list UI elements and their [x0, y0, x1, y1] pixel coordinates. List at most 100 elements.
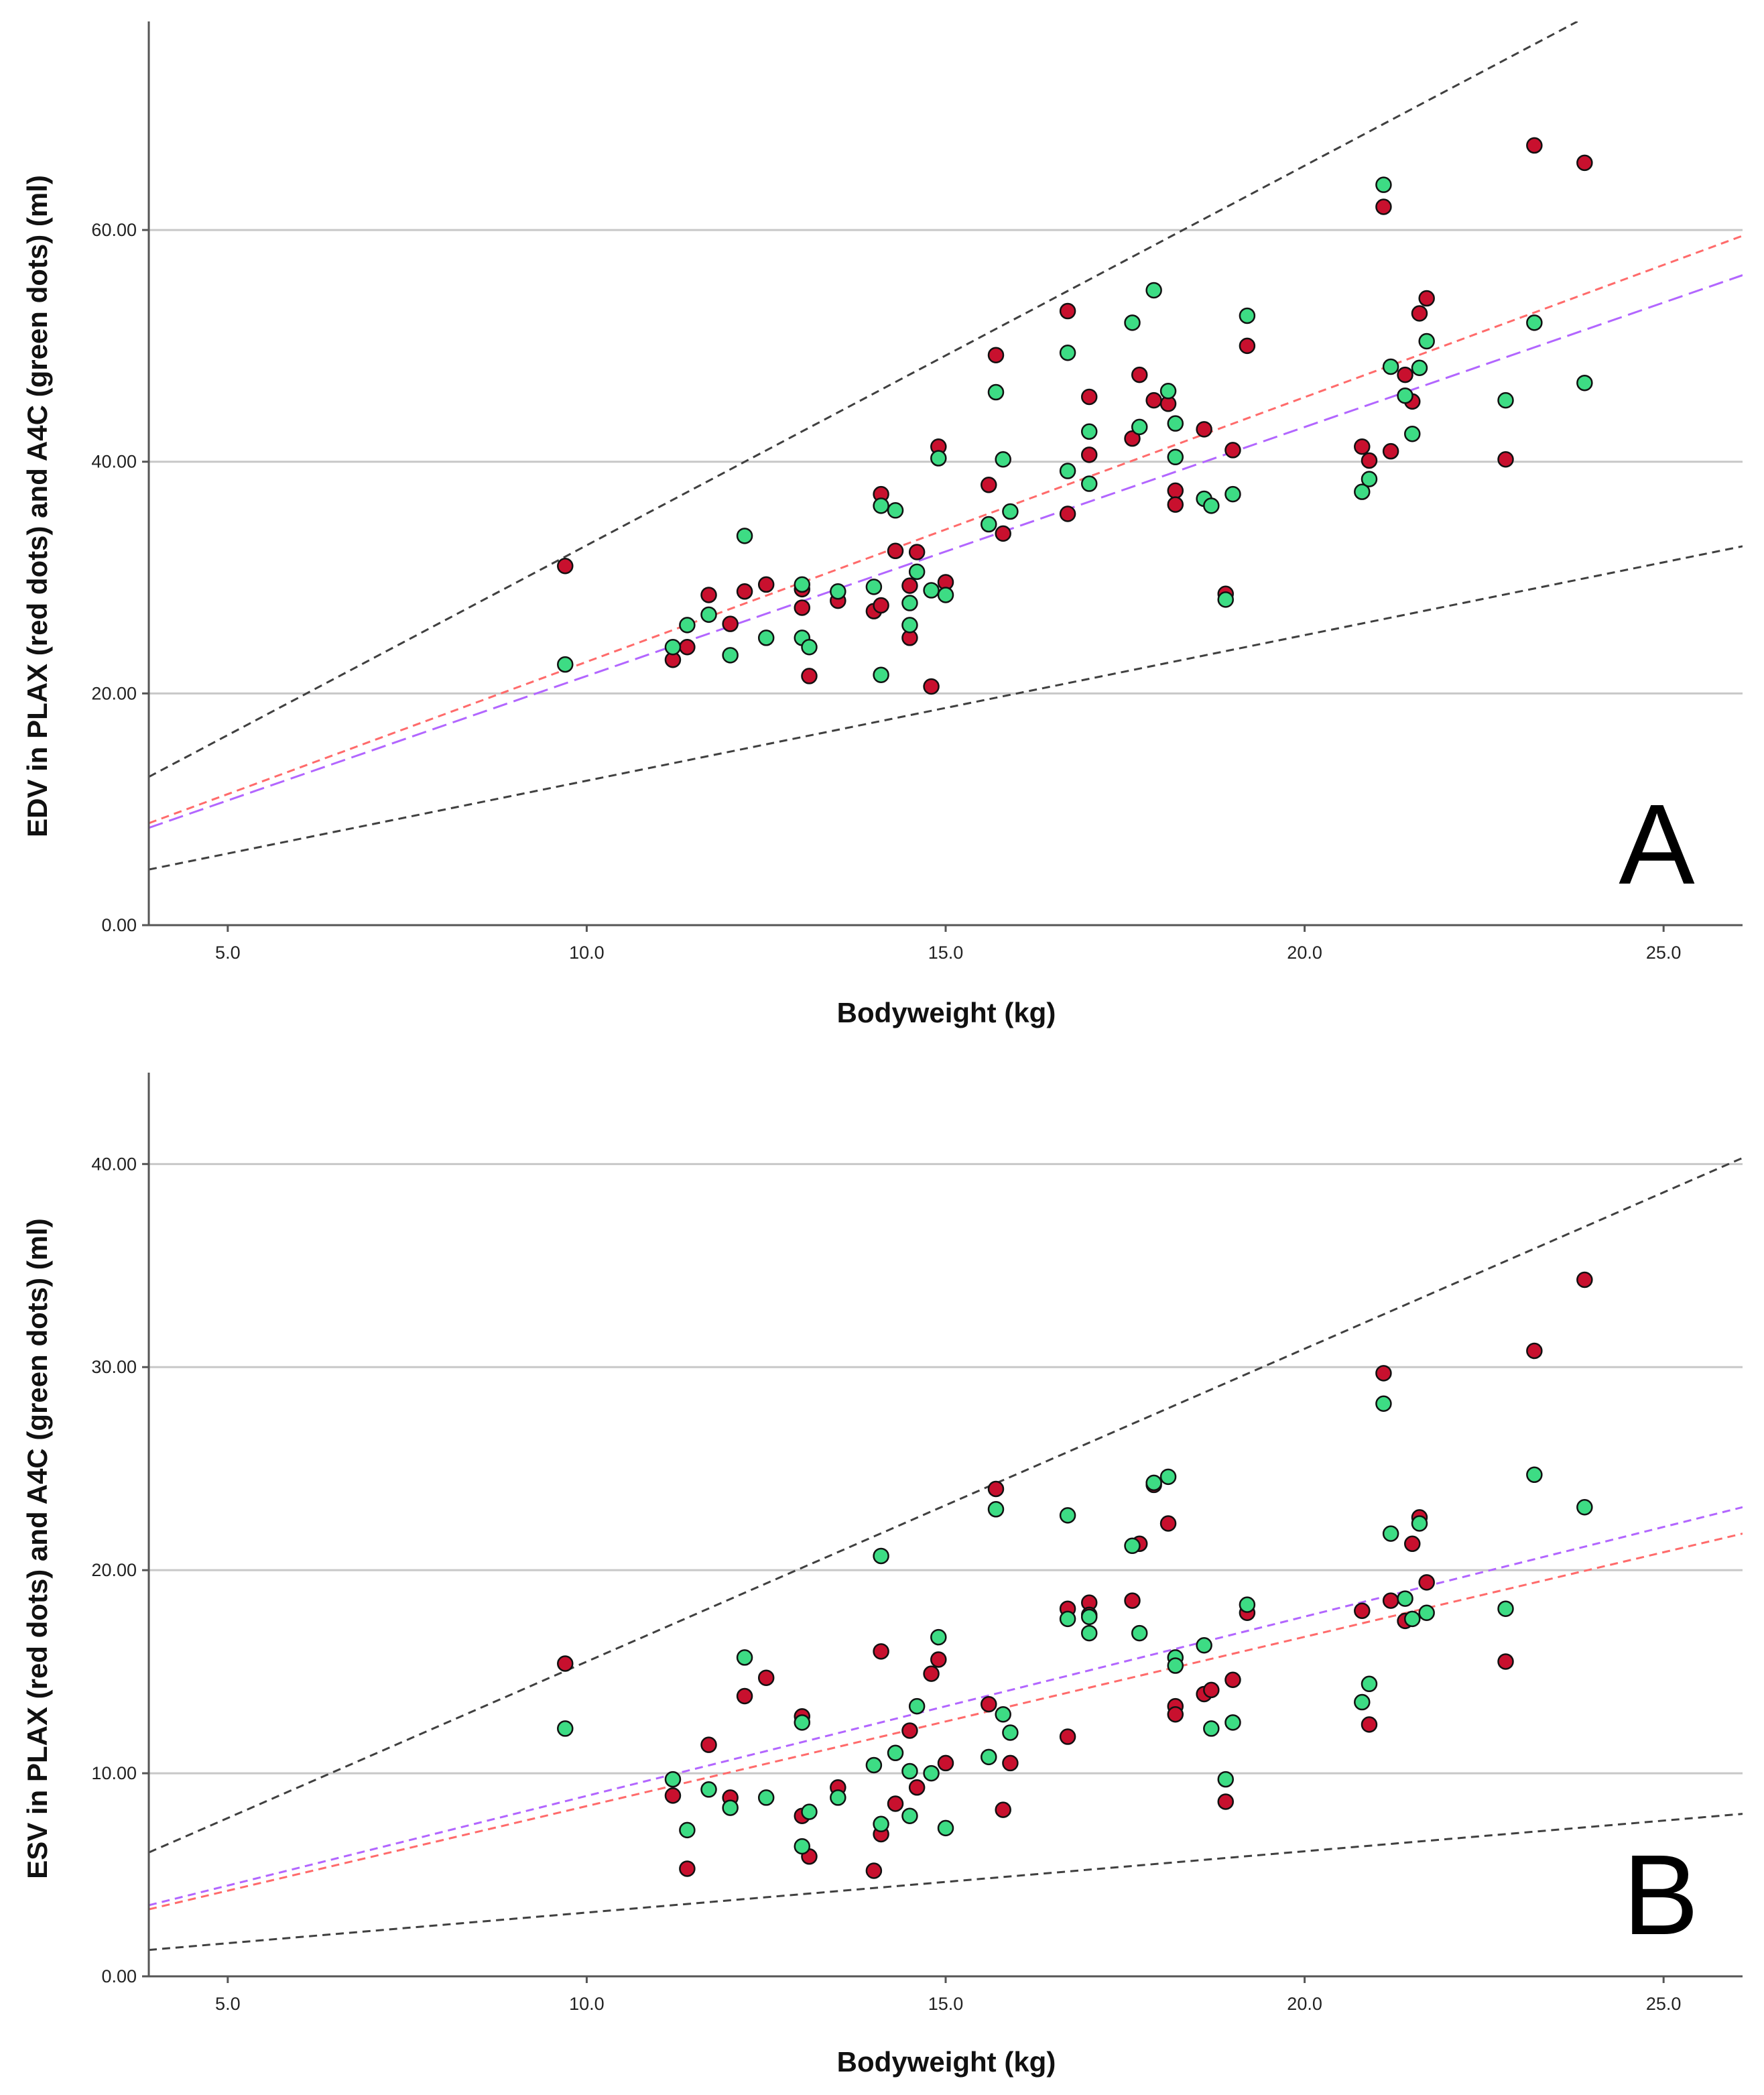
- a4c-point: [1080, 1608, 1098, 1626]
- grid-lines: [149, 1162, 1743, 1775]
- plax-point: [1080, 446, 1098, 463]
- plax-point: [908, 544, 926, 560]
- plax-point: [679, 638, 696, 656]
- a4c-point: [873, 1547, 889, 1565]
- plax-point: [1382, 442, 1399, 460]
- a4c-point: [1159, 383, 1177, 400]
- a4c-point: [1497, 392, 1514, 409]
- data-points: [557, 137, 1593, 695]
- a4c-point: [1224, 1714, 1241, 1731]
- y-tick-label: 60.00: [91, 220, 137, 240]
- plax-point: [1418, 290, 1435, 307]
- a4c-point: [901, 1807, 918, 1824]
- a4c-point: [1526, 314, 1543, 331]
- lower-limit-line: [149, 1813, 1743, 1952]
- y-tick-label: 10.00: [91, 1763, 137, 1783]
- a4c-point: [865, 1756, 883, 1774]
- plax-point: [664, 1787, 682, 1804]
- x-tick-label: 5.0: [215, 1994, 241, 2014]
- a4c-point: [1375, 1395, 1392, 1413]
- plax-point: [1217, 1793, 1235, 1810]
- reference-lines: [149, 1156, 1743, 1952]
- chart-panel-a: 5.0 10.0 15.0 20.0 25.0 0.0020.0040.0060.00 …: [21, 21, 1743, 1028]
- plax-point: [1159, 1515, 1177, 1532]
- a4c-point: [1203, 497, 1220, 514]
- a4c-point: [679, 617, 696, 634]
- a4c-point: [1196, 1636, 1212, 1654]
- a4c-point: [1159, 1468, 1177, 1486]
- a4c-point: [1411, 1515, 1428, 1532]
- plax-point: [1361, 1716, 1378, 1733]
- x-axis-title: Bodyweight (kg): [837, 997, 1056, 1028]
- x-axis-ticks: 5.0 10.0 15.0 20.0 25.0: [215, 925, 1681, 963]
- plax-point: [1196, 421, 1212, 438]
- plax-point: [1002, 1754, 1019, 1772]
- a4c-point: [801, 1803, 818, 1820]
- a4c-point: [679, 1821, 696, 1839]
- a4c-point: [794, 1714, 811, 1731]
- y-tick-label: 0.00: [101, 915, 137, 935]
- a4c-regression-line: [149, 274, 1743, 829]
- a4c-point: [1167, 415, 1184, 432]
- plax-point: [557, 1655, 574, 1672]
- chart-panel-b: 5.0 10.0 15.0 20.0 25.0 0.00 10.00 20.00 30.00 4…: [21, 1073, 1743, 2078]
- plax-point: [736, 583, 753, 600]
- a4c-point: [757, 630, 775, 646]
- a4c-point: [1361, 471, 1378, 487]
- plax-point: [1224, 1671, 1241, 1688]
- plax-point: [873, 597, 889, 614]
- plax-point: [1124, 1592, 1141, 1609]
- plax-point: [700, 587, 717, 603]
- a4c-point: [1397, 1590, 1413, 1607]
- data-points: [557, 1271, 1593, 1879]
- a4c-point: [981, 1748, 997, 1766]
- plax-point: [901, 577, 918, 594]
- a4c-point: [995, 451, 1011, 468]
- y-tick-label: 30.00: [91, 1357, 137, 1377]
- plax-point: [1167, 1705, 1184, 1723]
- plax-point: [1354, 438, 1371, 455]
- a4c-point: [987, 383, 1005, 401]
- x-tick-label: 15.0: [928, 943, 964, 963]
- a4c-point: [1418, 333, 1435, 350]
- plax-point: [923, 678, 940, 695]
- plax-regression-line: [149, 235, 1743, 825]
- plax-point: [1239, 337, 1256, 355]
- y-axis-title: EDV in PLAX (red dots) and A4C (green do…: [21, 175, 53, 837]
- plax-point: [1526, 1342, 1543, 1360]
- y-tick-label: 40.00: [91, 452, 137, 472]
- a4c-point: [1576, 374, 1593, 392]
- panel-label: B: [1623, 1832, 1698, 1959]
- a4c-point: [930, 450, 947, 467]
- a4c-point: [757, 1789, 775, 1806]
- a4c-point: [1059, 345, 1076, 361]
- plax-point: [1576, 1271, 1593, 1289]
- a4c-point: [557, 1720, 574, 1737]
- a4c-point: [1404, 1610, 1421, 1628]
- a4c-point: [830, 1789, 846, 1806]
- plax-point: [1059, 1728, 1076, 1745]
- plax-point: [987, 1480, 1005, 1498]
- plax-point: [1167, 482, 1184, 499]
- a4c-point: [1124, 314, 1141, 331]
- a4c-point: [664, 638, 682, 656]
- a4c-point: [1059, 463, 1076, 479]
- a4c-point: [1059, 1610, 1076, 1628]
- a4c-point: [557, 656, 574, 673]
- plax-point: [937, 1754, 954, 1772]
- plax-point: [722, 615, 739, 632]
- plax-point: [1361, 452, 1378, 469]
- a4c-point: [736, 528, 753, 544]
- a4c-point: [1124, 1537, 1141, 1555]
- a4c-point: [1145, 1474, 1162, 1492]
- a4c-point: [1239, 307, 1256, 324]
- a4c-point: [981, 516, 997, 533]
- plax-point: [1497, 1653, 1514, 1670]
- plax-point: [736, 1687, 753, 1705]
- plax-point: [1411, 305, 1428, 322]
- x-axis-ticks: 5.0 10.0 15.0 20.0 25.0: [215, 1976, 1681, 2014]
- plax-point: [1418, 1574, 1435, 1591]
- plax-point: [923, 1665, 940, 1682]
- a4c-point: [1404, 425, 1421, 442]
